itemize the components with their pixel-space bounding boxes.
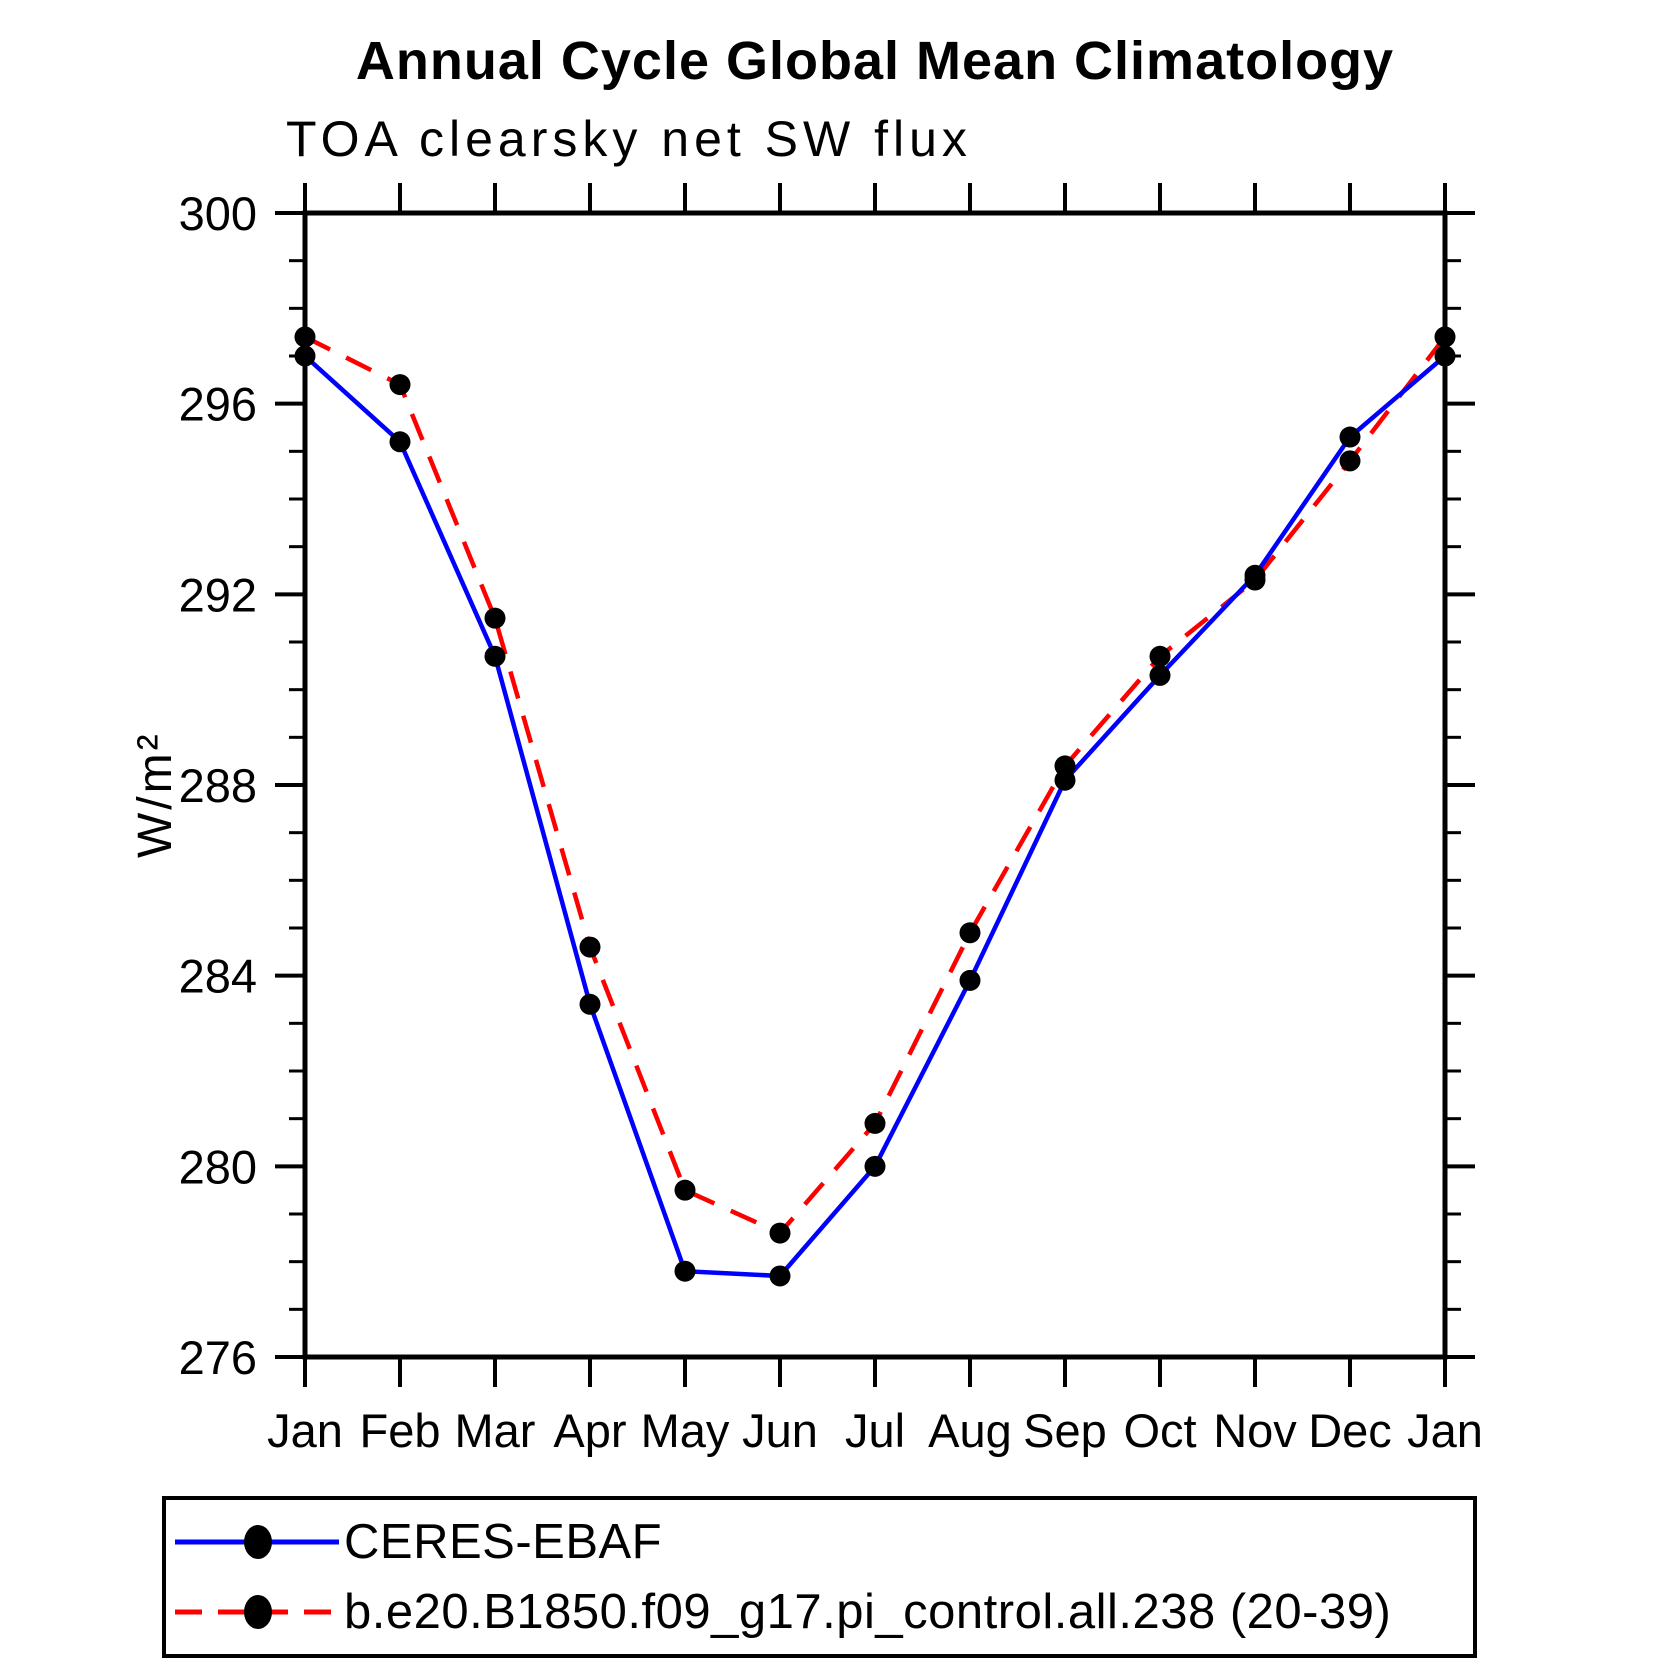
legend-box: CERES-EBAF b.e20.B1850.f09_g17.pi_contro…: [162, 1496, 1477, 1658]
svg-text:Jun: Jun: [742, 1404, 818, 1457]
chart-subtitle: TOA clearsky net SW flux: [286, 111, 972, 167]
svg-text:May: May: [641, 1404, 730, 1457]
svg-text:284: 284: [179, 950, 257, 1003]
svg-text:Jan: Jan: [1407, 1404, 1483, 1457]
svg-text:Apr: Apr: [553, 1404, 626, 1457]
svg-text:Aug: Aug: [928, 1404, 1012, 1457]
svg-text:292: 292: [179, 568, 257, 621]
svg-text:300: 300: [179, 187, 257, 240]
legend-label-model: b.e20.B1850.f09_g17.pi_control.all.238 (…: [344, 1585, 1392, 1639]
svg-text:Jul: Jul: [845, 1404, 905, 1457]
svg-text:Mar: Mar: [455, 1404, 536, 1457]
legend-item-model: b.e20.B1850.f09_g17.pi_control.all.238 (…: [166, 1584, 1473, 1640]
svg-text:Dec: Dec: [1308, 1404, 1392, 1457]
svg-text:Feb: Feb: [360, 1404, 441, 1457]
svg-text:288: 288: [179, 759, 257, 812]
legend-label-ceres: CERES-EBAF: [344, 1515, 663, 1569]
svg-text:296: 296: [179, 378, 257, 431]
legend-sample-dashed-line: [175, 1595, 339, 1629]
legend-item-ceres: CERES-EBAF: [166, 1514, 1473, 1570]
svg-text:Jan: Jan: [267, 1404, 343, 1457]
svg-text:Sep: Sep: [1023, 1404, 1107, 1457]
svg-text:280: 280: [179, 1140, 257, 1193]
svg-text:276: 276: [179, 1331, 257, 1384]
svg-text:Nov: Nov: [1213, 1404, 1297, 1457]
chart-title: Annual Cycle Global Mean Climatology: [355, 31, 1395, 91]
legend-sample-solid-line: [175, 1525, 339, 1559]
svg-text:Oct: Oct: [1123, 1404, 1196, 1457]
